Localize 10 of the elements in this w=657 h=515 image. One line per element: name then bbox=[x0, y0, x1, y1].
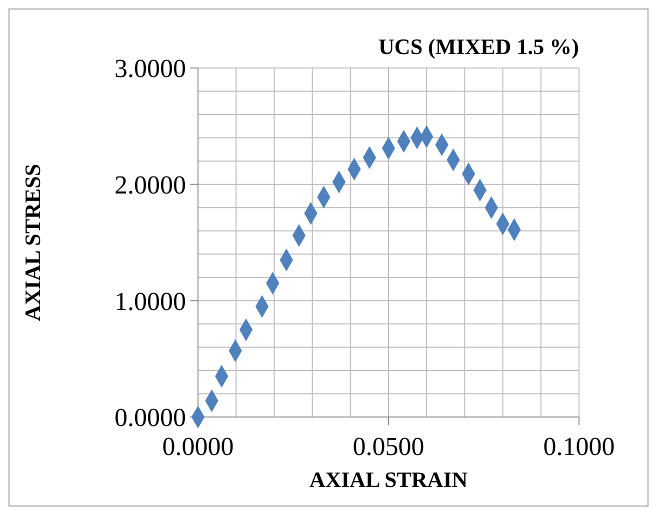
x-tick-label: 0.0000 bbox=[162, 432, 234, 461]
x-axis-title: AXIAL STRAIN bbox=[309, 467, 468, 492]
x-tick-label: 0.0500 bbox=[352, 432, 424, 461]
chart-title: UCS (MIXED 1.5 %) bbox=[378, 34, 579, 59]
y-tick-label: 1.0000 bbox=[114, 286, 186, 316]
x-tick-label: 0.1000 bbox=[543, 432, 615, 461]
y-axis-title: AXIAL STRESS bbox=[20, 164, 45, 322]
y-tick-label: 3.0000 bbox=[114, 54, 186, 84]
y-tick-label: 2.0000 bbox=[114, 170, 186, 200]
y-tick-label: 0.0000 bbox=[114, 403, 186, 432]
